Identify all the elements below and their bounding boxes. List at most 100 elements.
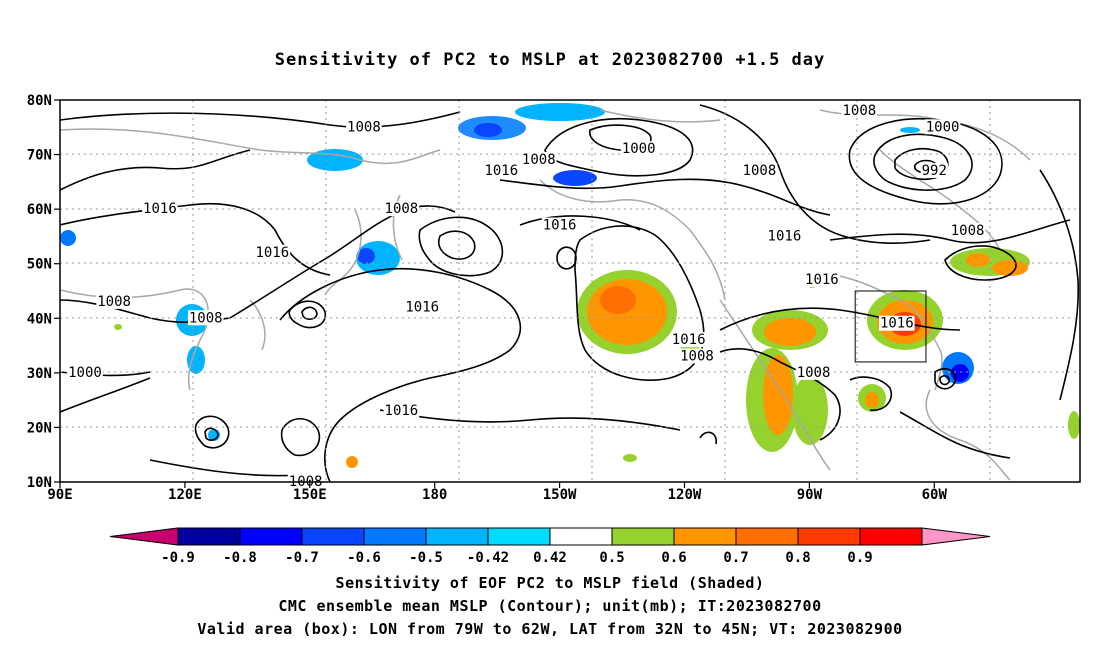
colorbar-swatch	[797, 527, 861, 546]
contour-label: 1016	[768, 228, 802, 244]
contour-label-bg	[383, 403, 420, 419]
contour-label-bg	[924, 119, 961, 135]
contour-label: 1016	[385, 403, 419, 419]
lon-tick-label: 180	[422, 487, 447, 503]
colorbar-high-extension	[921, 527, 991, 546]
longitude-axis: 90E 120E 150E 180 150W 120W 90W 60W	[47, 482, 947, 503]
contour-label: 1008	[951, 223, 985, 239]
lon-tick-label: 120W	[668, 487, 702, 503]
colorbar-label: 0.9	[847, 550, 872, 566]
contour-label: 1016	[255, 245, 289, 261]
colorbar-label: -0.6	[347, 550, 381, 566]
lat-tick-label: 50N	[27, 257, 52, 273]
colorbar-label: 0.5	[599, 550, 624, 566]
contour-label-bg	[383, 201, 420, 217]
contour-label: 1000	[926, 119, 960, 135]
colorbar-swatch	[363, 527, 427, 546]
contour-label-bg	[187, 310, 224, 326]
contour-label: 1016	[543, 218, 577, 234]
lat-tick-label: 10N	[27, 475, 52, 491]
footer-contour-description: CMC ensemble mean MSLP (Contour); unit(m…	[278, 597, 822, 615]
contour-label-bg	[520, 152, 557, 168]
contour-label-bg	[670, 332, 707, 348]
colorbar-swatch	[735, 527, 799, 546]
contour-label: 1016	[405, 299, 439, 315]
contour-label-bg	[920, 162, 948, 178]
contour-label-bg	[483, 162, 520, 178]
contour-label-bg	[795, 364, 832, 380]
contour-label: 1008	[385, 201, 419, 217]
lon-tick-label: 90E	[47, 487, 72, 503]
contour-label: 1008	[680, 348, 714, 364]
lon-tick-label: 60W	[922, 487, 948, 503]
contour-label-bg	[679, 348, 715, 364]
colorbar-label: 0.7	[723, 550, 748, 566]
lat-tick-label: 80N	[27, 93, 52, 109]
contour-label: 1000	[622, 141, 656, 157]
lon-tick-label: 150E	[293, 487, 327, 503]
contour-label-bg	[67, 364, 103, 380]
lat-tick-label: 40N	[27, 311, 52, 327]
contour-label: 1016	[143, 201, 177, 217]
contour-label: 1008	[97, 294, 131, 310]
contour-label-bg	[541, 217, 578, 233]
lat-tick-label: 20N	[27, 420, 52, 436]
contour-label: 1016	[805, 272, 839, 288]
lon-tick-label: 120E	[168, 487, 202, 503]
contour-label-bg	[142, 201, 178, 217]
colorbar-label: -0.5	[409, 550, 443, 566]
contour-label: 1008	[842, 103, 876, 119]
plot-frame	[59, 99, 1081, 483]
contour-label: 1008	[347, 119, 381, 135]
colorbar-swatch	[239, 527, 303, 546]
contour-label-bg	[620, 141, 657, 157]
contour-label-bg	[346, 119, 382, 135]
colorbar-swatch	[301, 527, 365, 546]
colorbar-label: 0.8	[785, 550, 810, 566]
lat-tick-label: 60N	[27, 202, 52, 218]
contour-label: 1008	[743, 163, 777, 179]
contour-label-bg	[841, 102, 878, 118]
colorbar-swatch	[673, 527, 737, 546]
colorbar-label: -0.8	[223, 550, 257, 566]
colorbar-swatch	[487, 527, 551, 546]
contour-label-bg	[254, 244, 291, 260]
latitude-axis: 80N 70N 60N 50N 40N 30N 20N 10N	[27, 93, 60, 491]
valid-area-box	[854, 290, 927, 363]
footer-valid-area: Valid area (box): LON from 79W to 62W, L…	[197, 620, 903, 638]
lat-tick-label: 30N	[27, 366, 52, 382]
contour-label-bg	[404, 299, 441, 315]
contour-label: 1016	[880, 316, 914, 332]
pressure-contours	[60, 104, 1080, 482]
lat-tick-label: 70N	[27, 148, 52, 164]
colorbar-label: 0.6	[661, 550, 686, 566]
colorbar-low-extension	[109, 527, 179, 546]
colorbar-swatch	[177, 527, 241, 546]
contour-label: 1000	[68, 365, 102, 381]
contour-label: 1016	[484, 163, 518, 179]
lon-tick-label: 150W	[543, 487, 577, 503]
graticule	[60, 100, 1080, 482]
contour-label: 1008	[189, 310, 223, 326]
contour-label-bg	[879, 315, 915, 331]
lon-tick-label: 90W	[797, 487, 823, 503]
contour-label-bg	[96, 293, 132, 309]
contour-label: 1008	[522, 152, 556, 168]
colorbar-label: -0.7	[285, 550, 319, 566]
contour-label-bg	[804, 272, 840, 288]
colorbar-label: -0.9	[161, 550, 195, 566]
contour-label-bg	[741, 162, 778, 178]
colorbar-label: -0.42	[467, 550, 509, 566]
colorbar: -0.9 -0.8 -0.7 -0.6 -0.5 -0.42 0.42 0.5 0.6 0.7 0.…	[109, 527, 991, 566]
contour-label: 992	[922, 163, 947, 179]
footer-shaded-description: Sensitivity of EOF PC2 to MSLP field (Sh…	[335, 574, 765, 592]
colorbar-swatch	[611, 527, 675, 546]
colorbar-swatch	[425, 527, 489, 546]
colorbar-label: 0.42	[533, 550, 567, 566]
contour-label: 1016	[672, 332, 706, 348]
map-title: Sensitivity of PC2 to MSLP at 2023082700…	[274, 50, 826, 70]
contour-label-bg	[766, 228, 803, 244]
contour-label-bg	[949, 222, 986, 238]
